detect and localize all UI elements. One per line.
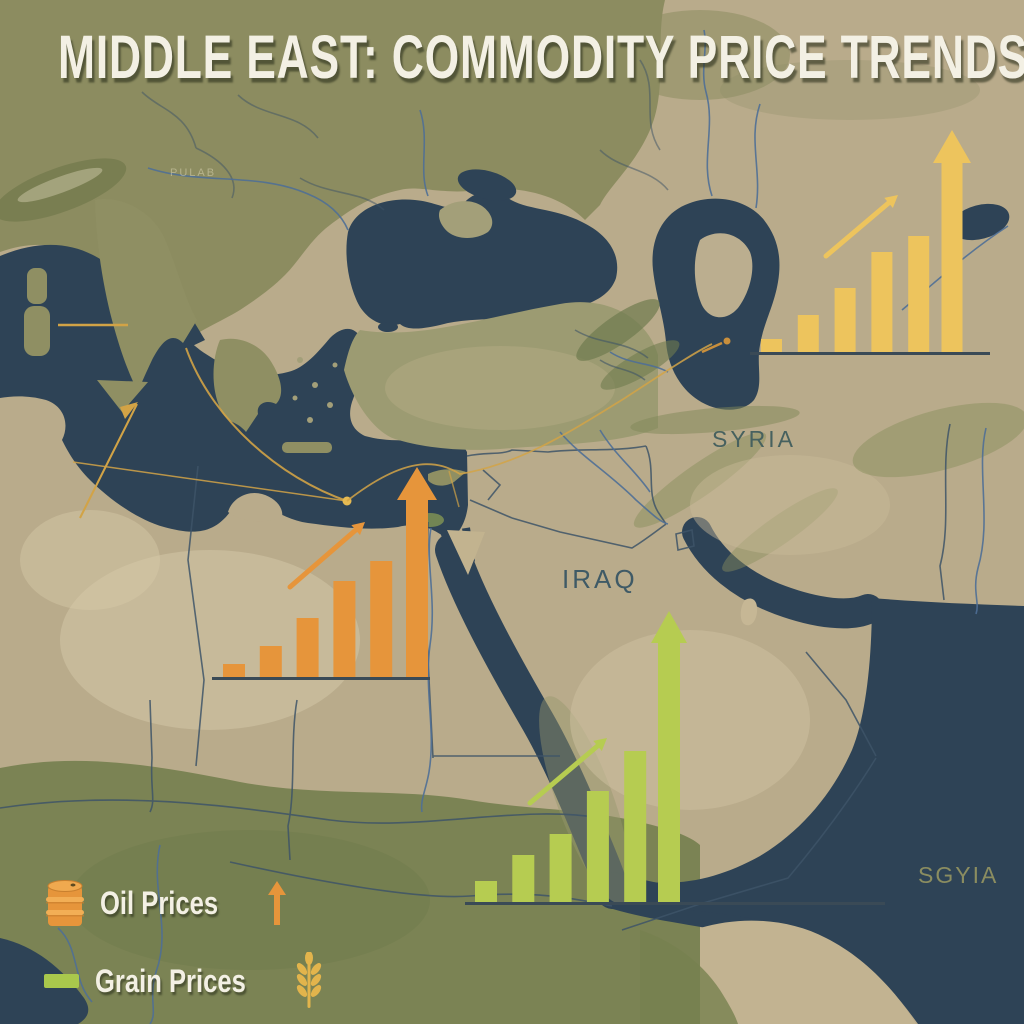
- crimea-peninsula: [438, 201, 493, 238]
- persian-gulf: [682, 517, 883, 629]
- zagros-ridge: [722, 488, 838, 572]
- zagros-mountains: [633, 432, 767, 528]
- bar: [834, 288, 856, 352]
- caucasus-mountains: [576, 299, 660, 361]
- cyprus-island: [428, 469, 466, 486]
- page-title: MIDDLE EAST: COMMODITY PRICE TRENDS: [58, 23, 1024, 93]
- bar: [475, 881, 497, 902]
- sicily-island: [97, 380, 148, 412]
- arabian-sea: [628, 598, 1024, 1024]
- horn-of-africa: [700, 920, 916, 1024]
- italy-peninsula: [95, 199, 197, 392]
- gulf-of-suez: [436, 518, 454, 547]
- crete-island: [282, 442, 332, 453]
- indus-river: [974, 427, 987, 615]
- euphrates-river: [559, 431, 669, 525]
- bar: [296, 618, 319, 677]
- bar: [370, 561, 393, 677]
- aral-lake: [950, 203, 1010, 241]
- volga-river: [702, 29, 713, 197]
- chart-arabia-grain: [465, 611, 885, 905]
- bar: [586, 791, 609, 902]
- sahara-highlight-2: [20, 510, 160, 610]
- alps-snow: [17, 167, 103, 203]
- sahara-highlight: [60, 550, 360, 730]
- terrain-africa-dark: [70, 830, 430, 970]
- growth-arrow: [397, 467, 437, 677]
- route-arrowhead: [120, 402, 138, 419]
- legend-oil-label: Oil Prices: [100, 884, 219, 921]
- bar: [761, 339, 782, 352]
- oil-barrel-icon: [46, 880, 84, 926]
- bar: [908, 236, 930, 352]
- black-sea: [346, 191, 618, 329]
- nile-river: [420, 527, 434, 813]
- elburz-mountains: [630, 405, 800, 435]
- trend-arrowhead: [593, 738, 607, 752]
- trend-arrow-line: [287, 523, 363, 590]
- chart-north-africa-oil: [212, 467, 437, 680]
- bar: [259, 646, 282, 677]
- bar: [333, 581, 356, 677]
- trend-arrow-line: [527, 739, 605, 806]
- sea-of-marmara: [378, 322, 398, 332]
- sardinia-island: [24, 306, 50, 356]
- trade-route-lines: [58, 323, 731, 519]
- danube-river: [147, 167, 349, 231]
- oil-up-arrow-icon: [267, 881, 286, 925]
- wheat-icon: [296, 952, 322, 1008]
- caucasus-ridge: [600, 340, 680, 390]
- sea-of-azov: [457, 169, 517, 201]
- terrain-steppe-streak: [720, 60, 980, 120]
- hindukush-mountains: [852, 402, 1024, 478]
- corsica-island: [27, 268, 47, 304]
- qatar-peninsula: [740, 598, 758, 626]
- trend-arrowhead: [351, 522, 365, 536]
- legend-grain-row: Grain Prices: [44, 952, 324, 1010]
- terrain-anatolia-plateau: [385, 346, 615, 430]
- growth-arrow: [933, 130, 971, 352]
- bar: [797, 315, 819, 352]
- map-label-iraq: IRAQ: [562, 564, 638, 594]
- bar: [512, 855, 535, 902]
- map-label-syria: SYRIA: [712, 426, 797, 452]
- aegean-islands: [292, 357, 338, 423]
- bar: [223, 664, 245, 677]
- bar: [549, 834, 572, 902]
- legend: Oil Prices Grain Prices: [44, 874, 324, 1010]
- legend-oil-row: Oil Prices: [44, 874, 324, 932]
- tigris-river: [599, 429, 651, 493]
- iran-desert: [690, 455, 890, 555]
- country-borders: [0, 59, 951, 931]
- region-steppe-wash: [610, 10, 790, 100]
- ethiopian-highlands: [640, 930, 738, 1024]
- growth-arrow: [651, 611, 687, 902]
- cyrenaica-bump: [228, 492, 283, 522]
- bar: [624, 751, 647, 902]
- trend-arrow-line: [823, 196, 896, 259]
- greece-peninsula: [213, 338, 282, 432]
- chart-caspian-oil: [750, 130, 990, 355]
- caspian-east-shore: [694, 233, 753, 318]
- map-label-faint: PULAB: [170, 167, 217, 179]
- bar: [871, 252, 893, 352]
- legend-grain-label: Grain Prices: [95, 962, 247, 999]
- map-label-sgyia: SGYIA: [918, 862, 999, 888]
- grain-swatch: [44, 974, 80, 988]
- trend-arrowhead: [884, 195, 898, 209]
- sinai-peninsula: [447, 530, 485, 575]
- route-node-dot-2: [723, 337, 731, 345]
